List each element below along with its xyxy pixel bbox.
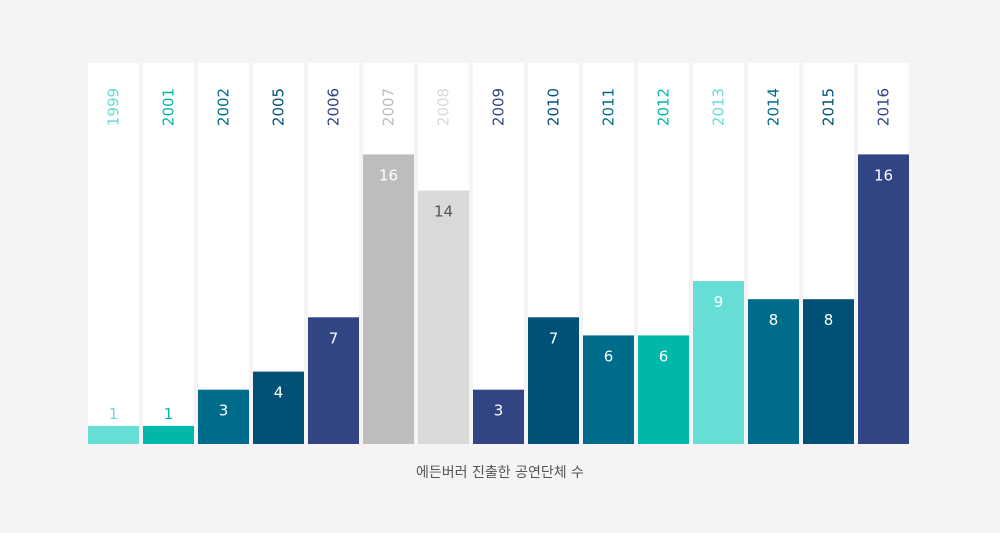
year-label: 2007	[380, 88, 398, 126]
bar	[363, 154, 414, 444]
bar	[418, 190, 469, 444]
column-background	[143, 63, 194, 444]
bar	[803, 299, 854, 444]
bar	[253, 371, 304, 444]
year-label: 2010	[545, 88, 563, 126]
year-label: 1999	[105, 88, 123, 126]
chart-caption: 에든버러 진출한 공연단체 수	[416, 465, 584, 481]
value-label: 6	[659, 347, 669, 365]
bar	[88, 425, 139, 444]
year-label: 2001	[160, 88, 178, 126]
year-label: 2006	[325, 88, 343, 126]
bar	[693, 281, 744, 444]
column-background	[198, 63, 249, 444]
bar	[198, 389, 249, 444]
value-label: 1	[164, 405, 174, 423]
value-label: 4	[274, 384, 284, 402]
bar	[583, 335, 634, 444]
value-label: 7	[549, 329, 559, 347]
column-background	[473, 63, 524, 444]
bar	[473, 389, 524, 444]
value-label: 16	[874, 166, 893, 184]
year-label: 2016	[875, 88, 893, 126]
value-label: 6	[604, 347, 614, 365]
column-background	[88, 63, 139, 444]
year-label: 2014	[765, 88, 783, 126]
year-label: 2015	[820, 88, 838, 126]
bar	[748, 299, 799, 444]
year-label: 2008	[435, 88, 453, 126]
bar	[858, 154, 909, 444]
value-label: 9	[714, 293, 724, 311]
year-label: 2011	[600, 88, 618, 126]
bar	[308, 317, 359, 444]
value-label: 8	[769, 311, 779, 329]
year-label: 2012	[655, 88, 673, 126]
value-label: 1	[109, 405, 119, 423]
bar	[143, 425, 194, 444]
value-label: 3	[494, 402, 504, 420]
value-label: 14	[434, 203, 453, 221]
bar	[528, 317, 579, 444]
year-label: 2009	[490, 88, 508, 126]
year-label: 2013	[710, 88, 728, 126]
value-label: 3	[219, 402, 229, 420]
value-label: 16	[379, 166, 398, 184]
value-label: 7	[329, 329, 339, 347]
bar	[638, 335, 689, 444]
year-label: 2005	[270, 88, 288, 126]
year-label: 2002	[215, 88, 233, 126]
value-label: 8	[824, 311, 834, 329]
